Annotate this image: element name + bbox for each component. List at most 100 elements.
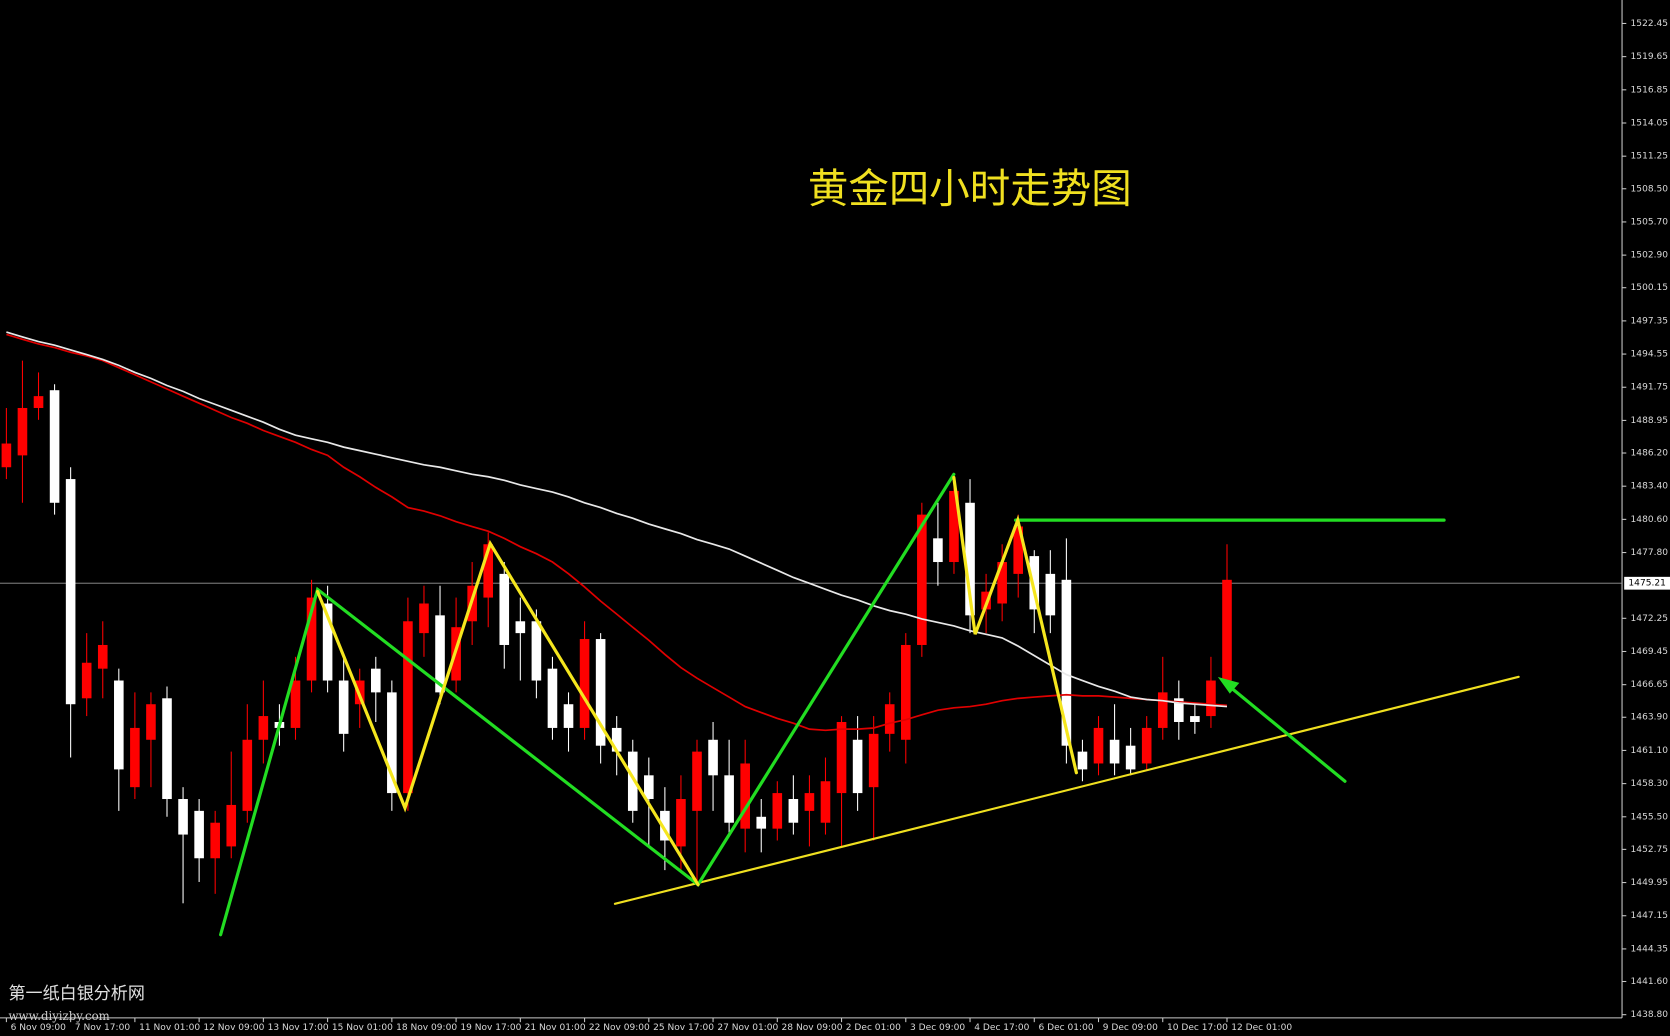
- y-tick-label: 1463.90: [1631, 713, 1669, 723]
- candle-body: [708, 739, 718, 776]
- y-tick-label: 1455.50: [1631, 812, 1669, 822]
- y-tick-label: 1477.80: [1631, 548, 1669, 558]
- candle-body: [965, 502, 975, 616]
- candle-body: [611, 727, 622, 752]
- candle-body: [1029, 556, 1040, 610]
- candle-body: [387, 692, 397, 794]
- candle-body: [820, 781, 831, 823]
- y-tick-label: 1491.75: [1631, 383, 1668, 393]
- candle-body: [900, 644, 911, 740]
- candle-body: [306, 597, 317, 681]
- candle-body: [322, 603, 333, 681]
- x-tick-label: 12 Nov 09:00: [203, 1023, 264, 1033]
- candle-body: [627, 751, 638, 811]
- candle-body: [1045, 573, 1056, 616]
- yellow-wave-2: [952, 475, 1078, 775]
- candle-body: [660, 810, 670, 841]
- candle-body: [194, 810, 204, 859]
- x-tick-label: 4 Dec 17:00: [974, 1023, 1029, 1033]
- y-tick-label: 1502.90: [1631, 251, 1669, 261]
- candle-body: [595, 639, 606, 746]
- candle-body: [756, 816, 767, 829]
- candle-body: [740, 763, 750, 829]
- x-tick-label: 9 Dec 09:00: [1103, 1023, 1158, 1033]
- candle-body: [1125, 745, 1136, 770]
- y-tick-label: 1480.60: [1631, 515, 1669, 525]
- moving-average: [6, 331, 1228, 708]
- y-tick-label: 1488.95: [1631, 416, 1668, 426]
- candle-body: [97, 644, 108, 669]
- candle-body: [531, 621, 542, 681]
- y-tick-label: 1466.65: [1631, 680, 1668, 690]
- y-tick-label: 1516.85: [1631, 85, 1668, 95]
- x-tick-label: 11 Nov 01:00: [139, 1023, 200, 1033]
- y-tick-label: 1452.75: [1631, 845, 1668, 855]
- candle-body: [370, 668, 381, 693]
- candle-body: [692, 751, 702, 811]
- candle-body: [563, 704, 574, 728]
- candle-body: [1077, 751, 1088, 770]
- candle-body: [1206, 680, 1216, 717]
- x-tick-label: 28 Nov 09:00: [782, 1023, 843, 1033]
- y-tick-label: 1497.35: [1631, 316, 1668, 326]
- candle-body: [515, 621, 526, 634]
- candle-body: [1093, 727, 1104, 764]
- watermark: 第一纸白银分析网: [9, 984, 145, 1004]
- arrow-shaft: [1223, 681, 1347, 783]
- candle-body: [338, 680, 349, 734]
- candle-body: [49, 390, 60, 503]
- candle-body: [1141, 727, 1152, 764]
- green-wave: [219, 472, 956, 937]
- candle-body: [258, 716, 269, 740]
- y-tick-label: 1438.80: [1631, 1010, 1669, 1020]
- y-tick-label: 1447.15: [1631, 911, 1668, 921]
- y-tick-label: 1511.25: [1631, 152, 1668, 162]
- candle-body: [788, 799, 799, 823]
- candle-body: [33, 396, 44, 408]
- x-tick-label: 2 Dec 01:00: [846, 1023, 901, 1033]
- candle-body: [499, 573, 510, 645]
- candle-body: [17, 407, 28, 456]
- candle-body: [81, 662, 92, 699]
- yellow-wave: [315, 539, 700, 887]
- candle-body: [1190, 716, 1200, 722]
- candle-body: [1109, 739, 1120, 764]
- chart-title: 黄金四小时走势图: [808, 164, 1132, 212]
- watermark-url: www.diyizby.com: [9, 1009, 110, 1023]
- candle-body: [1061, 579, 1072, 746]
- x-tick-label: 15 Nov 01:00: [332, 1023, 393, 1033]
- x-tick-label: 21 Nov 01:00: [525, 1023, 586, 1033]
- y-tick-label: 1505.70: [1631, 217, 1669, 227]
- x-tick-label: 25 Nov 17:00: [653, 1023, 714, 1033]
- candle-body: [917, 514, 927, 645]
- candle-body: [210, 822, 220, 859]
- x-tick-label: 10 Dec 17:00: [1167, 1023, 1228, 1033]
- x-tick-label: 18 Nov 09:00: [396, 1023, 457, 1033]
- candle-body: [644, 775, 654, 800]
- candle-body: [178, 799, 188, 835]
- candle-body: [419, 603, 429, 634]
- y-tick-label: 1472.25: [1631, 614, 1668, 624]
- candle-body: [1222, 579, 1232, 681]
- x-tick-label: 22 Nov 09:00: [589, 1023, 650, 1033]
- x-tick-label: 27 Nov 01:00: [717, 1023, 778, 1033]
- y-tick-label: 1500.15: [1631, 283, 1668, 293]
- candle-body: [676, 799, 686, 847]
- candle-body: [868, 733, 879, 788]
- candle-body: [772, 793, 783, 829]
- y-tick-label: 1449.95: [1631, 878, 1668, 888]
- candle-body: [804, 793, 815, 811]
- candle-body: [836, 721, 847, 794]
- y-tick-label: 1444.35: [1631, 944, 1668, 954]
- y-tick-label: 1441.60: [1631, 977, 1669, 987]
- y-tick-label: 1519.65: [1631, 52, 1668, 62]
- candle-body: [483, 544, 494, 598]
- x-tick-label: 19 Nov 17:00: [460, 1023, 521, 1033]
- candle-body: [403, 621, 413, 794]
- candle-body: [933, 538, 943, 563]
- x-tick-label: 12 Dec 01:00: [1231, 1023, 1292, 1033]
- candle-body: [547, 668, 558, 728]
